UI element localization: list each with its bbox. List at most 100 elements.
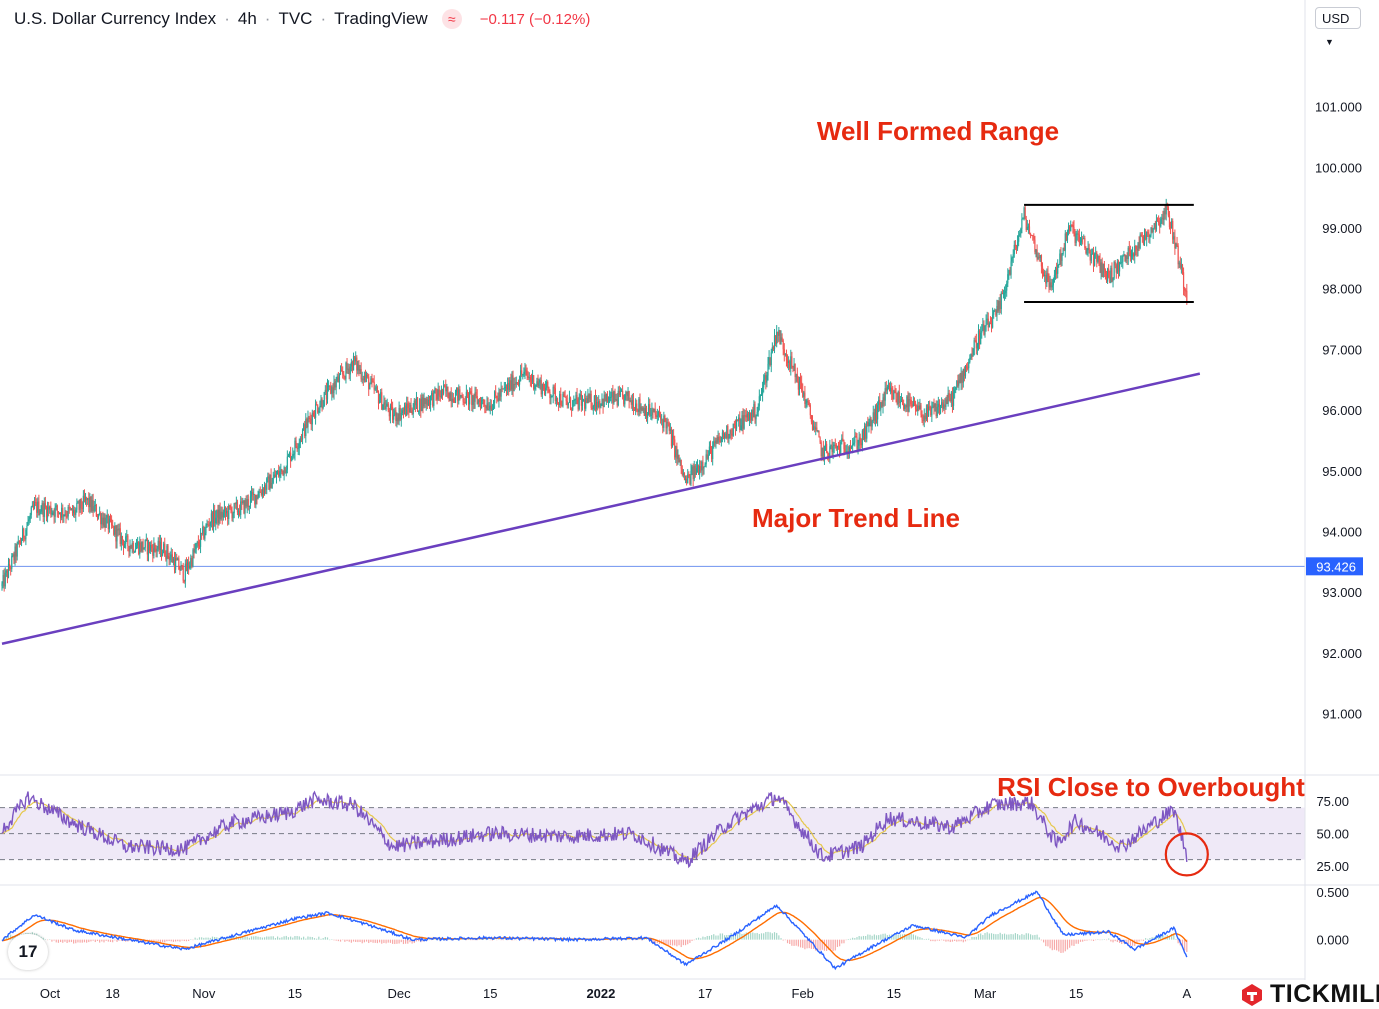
source-label: TVC	[278, 9, 313, 28]
candle-body	[286, 456, 288, 470]
candle-body	[942, 402, 944, 409]
candle-body	[681, 468, 683, 475]
candle-body	[305, 418, 307, 437]
candle-body	[710, 446, 713, 460]
candle-body	[296, 446, 298, 449]
time-tick-label: Nov	[192, 986, 216, 1001]
candle-body	[53, 512, 55, 517]
candle-body	[1180, 264, 1182, 268]
candle-body	[171, 554, 173, 563]
candle-body	[81, 508, 83, 510]
macd-histogram-bar	[778, 935, 780, 940]
macd-histogram-bar	[684, 939, 687, 946]
candle-body	[816, 427, 818, 432]
candle-body	[849, 447, 852, 449]
macd-pane[interactable]	[1, 890, 1188, 971]
candle-body	[107, 515, 109, 530]
candle-body	[1046, 273, 1048, 284]
candle-body	[801, 382, 803, 391]
macd-histogram-bar	[1010, 934, 1012, 940]
candle-body	[308, 417, 310, 419]
candle-body	[370, 378, 372, 385]
macd-histogram-bar	[274, 938, 277, 940]
candle-body	[783, 349, 785, 355]
candle-body	[896, 399, 898, 405]
candle-body	[148, 542, 151, 551]
candle-body	[713, 441, 715, 446]
candle-body	[930, 406, 932, 416]
interval-label[interactable]: 4h	[237, 9, 257, 28]
candle-body	[611, 391, 613, 397]
candle-body	[173, 558, 176, 570]
candle-body	[364, 375, 367, 378]
macd-histogram-bar	[413, 939, 415, 944]
candle-body	[159, 541, 162, 551]
macd-histogram-bar	[1084, 939, 1086, 941]
candle-body	[257, 496, 259, 499]
macd-histogram-bar	[1097, 939, 1099, 940]
candle-body	[347, 368, 349, 370]
rsi-pane[interactable]	[0, 790, 1305, 877]
macd-histogram-bar	[316, 938, 318, 940]
macd-histogram-bar	[1064, 939, 1066, 952]
candle-body	[668, 423, 670, 431]
macd-histogram-bar	[671, 939, 674, 946]
macd-histogram-bar	[480, 939, 483, 940]
time-tick-label: 15	[483, 986, 497, 1001]
candle-body	[17, 540, 19, 544]
candle-body	[757, 406, 759, 412]
candle-body	[1118, 262, 1121, 272]
rsi-line	[1, 790, 1188, 869]
candle-body	[268, 476, 270, 490]
candle-body	[676, 446, 678, 459]
price-pane[interactable]	[0, 198, 1305, 645]
candle-body	[1140, 234, 1142, 237]
candle-body	[55, 505, 57, 507]
candle-body	[458, 389, 460, 401]
tradingview-logo[interactable]: 17	[8, 934, 48, 970]
candle-body	[1008, 270, 1010, 275]
macd-histogram-bar	[513, 939, 515, 941]
candle-body	[420, 398, 422, 412]
candle-body	[722, 432, 725, 439]
approx-icon[interactable]: ≈	[441, 9, 462, 29]
macd-histogram-bar	[980, 933, 982, 940]
candle-body	[614, 391, 616, 400]
candle-body	[819, 437, 821, 443]
macd-histogram-bar	[363, 939, 365, 943]
candle-body	[405, 405, 407, 416]
candle-body	[537, 381, 539, 386]
candle-body	[22, 528, 24, 541]
macd-histogram-bar	[81, 939, 83, 943]
candle-body	[1009, 270, 1011, 275]
macd-histogram-bar	[1116, 939, 1118, 943]
candle-body	[131, 543, 133, 549]
candle-body	[179, 569, 181, 571]
candle-body	[231, 510, 233, 519]
candle-body	[790, 356, 792, 369]
candle-body	[464, 402, 466, 404]
candle-body	[1083, 238, 1085, 240]
annotation-rsi-overbought: RSI Close to Overbought	[997, 772, 1305, 802]
currency-select[interactable]: USD ▼	[1315, 7, 1361, 47]
candle-body	[649, 404, 651, 416]
price-tick-label: 91.000	[1322, 707, 1362, 722]
candle-body	[138, 541, 140, 554]
candle-body	[1177, 245, 1179, 265]
candle-body	[1087, 247, 1089, 251]
macd-histogram-bar	[754, 933, 756, 940]
macd-histogram-bar	[793, 939, 795, 946]
candle-body	[617, 390, 619, 406]
candle-body	[799, 376, 802, 383]
macd-histogram-bar	[975, 936, 977, 940]
macd-histogram-bar	[528, 939, 530, 941]
candle-body	[823, 446, 826, 458]
macd-histogram-bar	[276, 936, 279, 940]
candle-body	[76, 502, 78, 510]
candle-body	[638, 398, 640, 412]
candle-body	[201, 532, 203, 534]
candle-body	[245, 500, 247, 507]
candle-body	[980, 332, 982, 345]
candle-body	[369, 384, 371, 390]
